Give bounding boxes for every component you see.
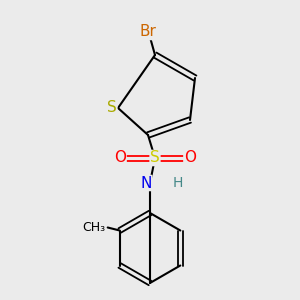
Text: S: S (150, 151, 160, 166)
Text: O: O (114, 151, 126, 166)
Text: O: O (184, 151, 196, 166)
Text: N: N (140, 176, 152, 190)
Text: Br: Br (140, 25, 156, 40)
Text: S: S (107, 100, 117, 116)
Text: H: H (173, 176, 183, 190)
Text: CH₃: CH₃ (82, 221, 105, 234)
